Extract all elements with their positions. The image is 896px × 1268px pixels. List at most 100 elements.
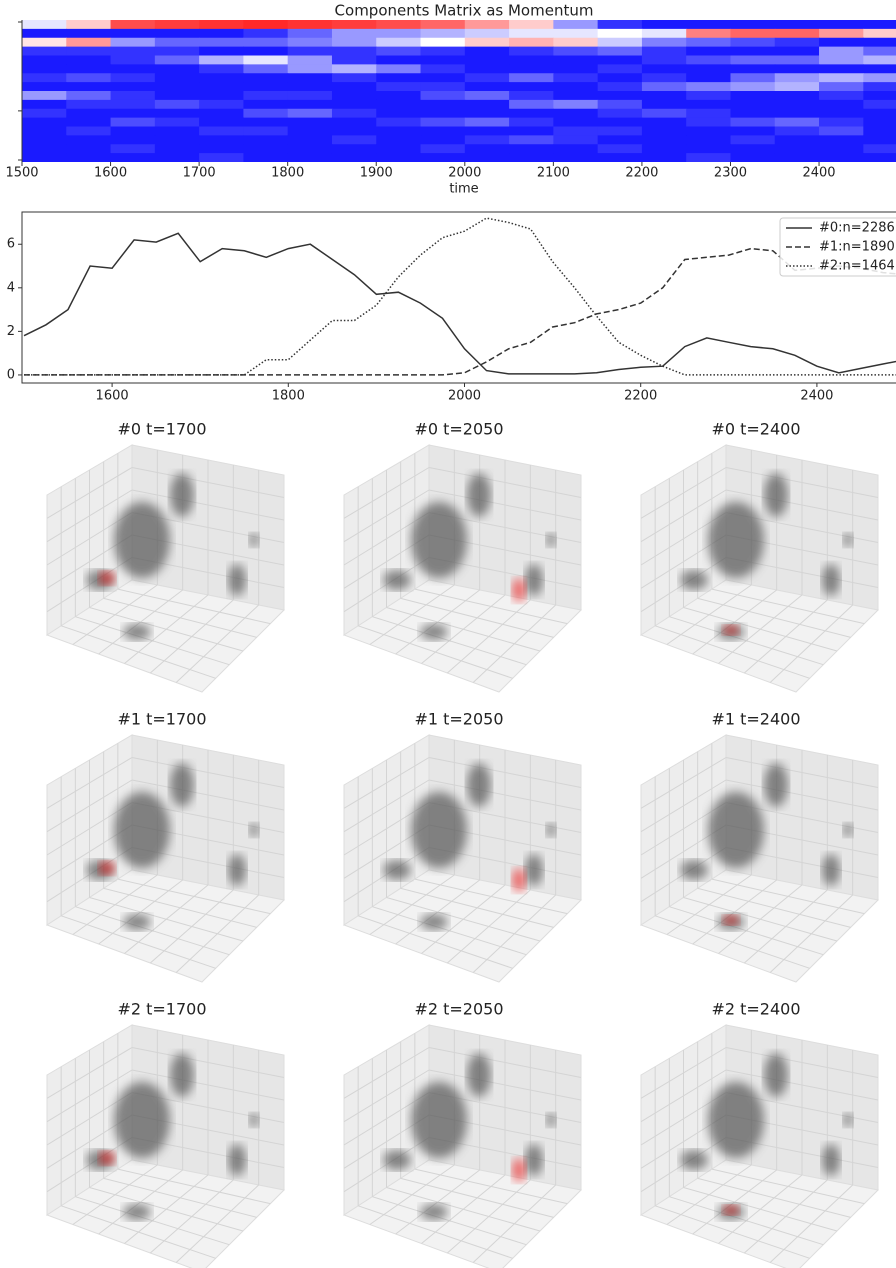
heatmap-cell (686, 64, 731, 73)
axes-3d (641, 1025, 878, 1268)
heatmap-cell (376, 56, 421, 65)
heatmap-cell (819, 109, 864, 118)
x-tick-label: 2400 (802, 166, 835, 181)
heatmap-cell (66, 144, 111, 153)
heatmap-cell (332, 64, 377, 73)
heatmap-cell (686, 127, 731, 136)
heatmap-cell (199, 118, 244, 127)
heatmap-cell (111, 135, 156, 144)
x-tick-label: 2300 (714, 166, 747, 181)
heatmap-cell (819, 82, 864, 91)
heatmap-cell (509, 20, 554, 29)
heatmap-cell (509, 29, 554, 38)
heatmap-cell (66, 91, 111, 100)
heatmap-cell (111, 38, 156, 47)
heatmap-cell (155, 73, 200, 82)
heatmap-cell (819, 64, 864, 73)
heatmap-cell (686, 47, 731, 56)
x-tick-label: 1700 (183, 166, 216, 181)
heatmap-cell (730, 38, 775, 47)
cloud-blob (228, 564, 246, 596)
heatmap-cell (465, 47, 510, 56)
y-tick-label: 0 (7, 367, 15, 382)
heatmap-cell (730, 73, 775, 82)
cloud-blob (546, 823, 556, 837)
cloud-blob (764, 763, 788, 807)
cloud-blob (123, 1204, 151, 1220)
cloud-blob (114, 1082, 170, 1158)
heatmap-cell (332, 82, 377, 91)
heatmap-cell (775, 29, 820, 38)
heatmap-cell (598, 82, 643, 91)
heatmap-cell (288, 38, 333, 47)
heatmap-cell (155, 38, 200, 47)
heatmap-cell (775, 20, 820, 29)
cloud-blob (764, 473, 788, 517)
heatmap-cell (686, 73, 731, 82)
heatmap-cell (730, 127, 775, 136)
heatmap-cell (66, 56, 111, 65)
heatmap-cell (465, 91, 510, 100)
highlight-blob (723, 1205, 739, 1215)
heatmap-cell (642, 38, 687, 47)
heatmap-cell (288, 144, 333, 153)
heatmap-cell (509, 127, 554, 136)
heatmap-cell (376, 38, 421, 47)
heatmap-cell (642, 118, 687, 127)
heatmap-cell (553, 100, 598, 109)
cloud-blob (411, 1082, 467, 1158)
heatmap-cell (22, 64, 67, 73)
x-tick-label: 2000 (448, 166, 481, 181)
heatmap-cell (819, 20, 864, 29)
heatmap-cell (775, 82, 820, 91)
heatmap-cell (642, 47, 687, 56)
heatmap-cell (686, 29, 731, 38)
legend-label: #2:n=1464 (819, 259, 895, 274)
cloud-blob (467, 763, 491, 807)
x-tick-label: 2200 (625, 166, 658, 181)
heatmap-cell (553, 20, 598, 29)
heatmap-cell (288, 153, 333, 162)
heatmap-cell (155, 82, 200, 91)
heatmap-cell (553, 29, 598, 38)
heatmap-cell (421, 100, 466, 109)
heatmap-cell (421, 135, 466, 144)
heatmap-cell (819, 91, 864, 100)
cloud-blob (680, 1150, 708, 1170)
highlight-blob (99, 571, 115, 585)
cloud-blob (170, 1053, 194, 1097)
heatmap-cell (553, 56, 598, 65)
heatmap-cell (598, 100, 643, 109)
highlight-blob (723, 625, 739, 635)
heatmap-cell (111, 153, 156, 162)
heatmap-cell (730, 135, 775, 144)
heatmap-cell (376, 153, 421, 162)
cloud-blob (383, 1150, 411, 1170)
heatmap-cell (111, 91, 156, 100)
cloud-blob (708, 1082, 764, 1158)
x-tick-label: 1900 (360, 166, 393, 181)
heatmap-cell (288, 109, 333, 118)
heatmap-cell (863, 64, 896, 73)
heatmap-cell (509, 38, 554, 47)
heatmap-cell (553, 82, 598, 91)
heatmap-cell (421, 56, 466, 65)
heatmap-cell (376, 82, 421, 91)
heatmap-cell (332, 135, 377, 144)
heatmap-cell (243, 100, 288, 109)
heatmap-cell (66, 73, 111, 82)
heatmap-cell (642, 20, 687, 29)
panel-title: #2 t=2050 (414, 1000, 503, 1019)
cloud-blob (411, 502, 467, 578)
cloud-blob (525, 1144, 543, 1176)
heatmap-cell (199, 20, 244, 29)
heatmap-cell (66, 47, 111, 56)
heatmap-cell (819, 144, 864, 153)
heatmap-cell (66, 82, 111, 91)
heatmap-cell (863, 73, 896, 82)
heatmap-cell (642, 64, 687, 73)
heatmap-cell (730, 144, 775, 153)
heatmap-cell (642, 91, 687, 100)
heatmap-cell (243, 29, 288, 38)
cloud-blob (114, 792, 170, 868)
